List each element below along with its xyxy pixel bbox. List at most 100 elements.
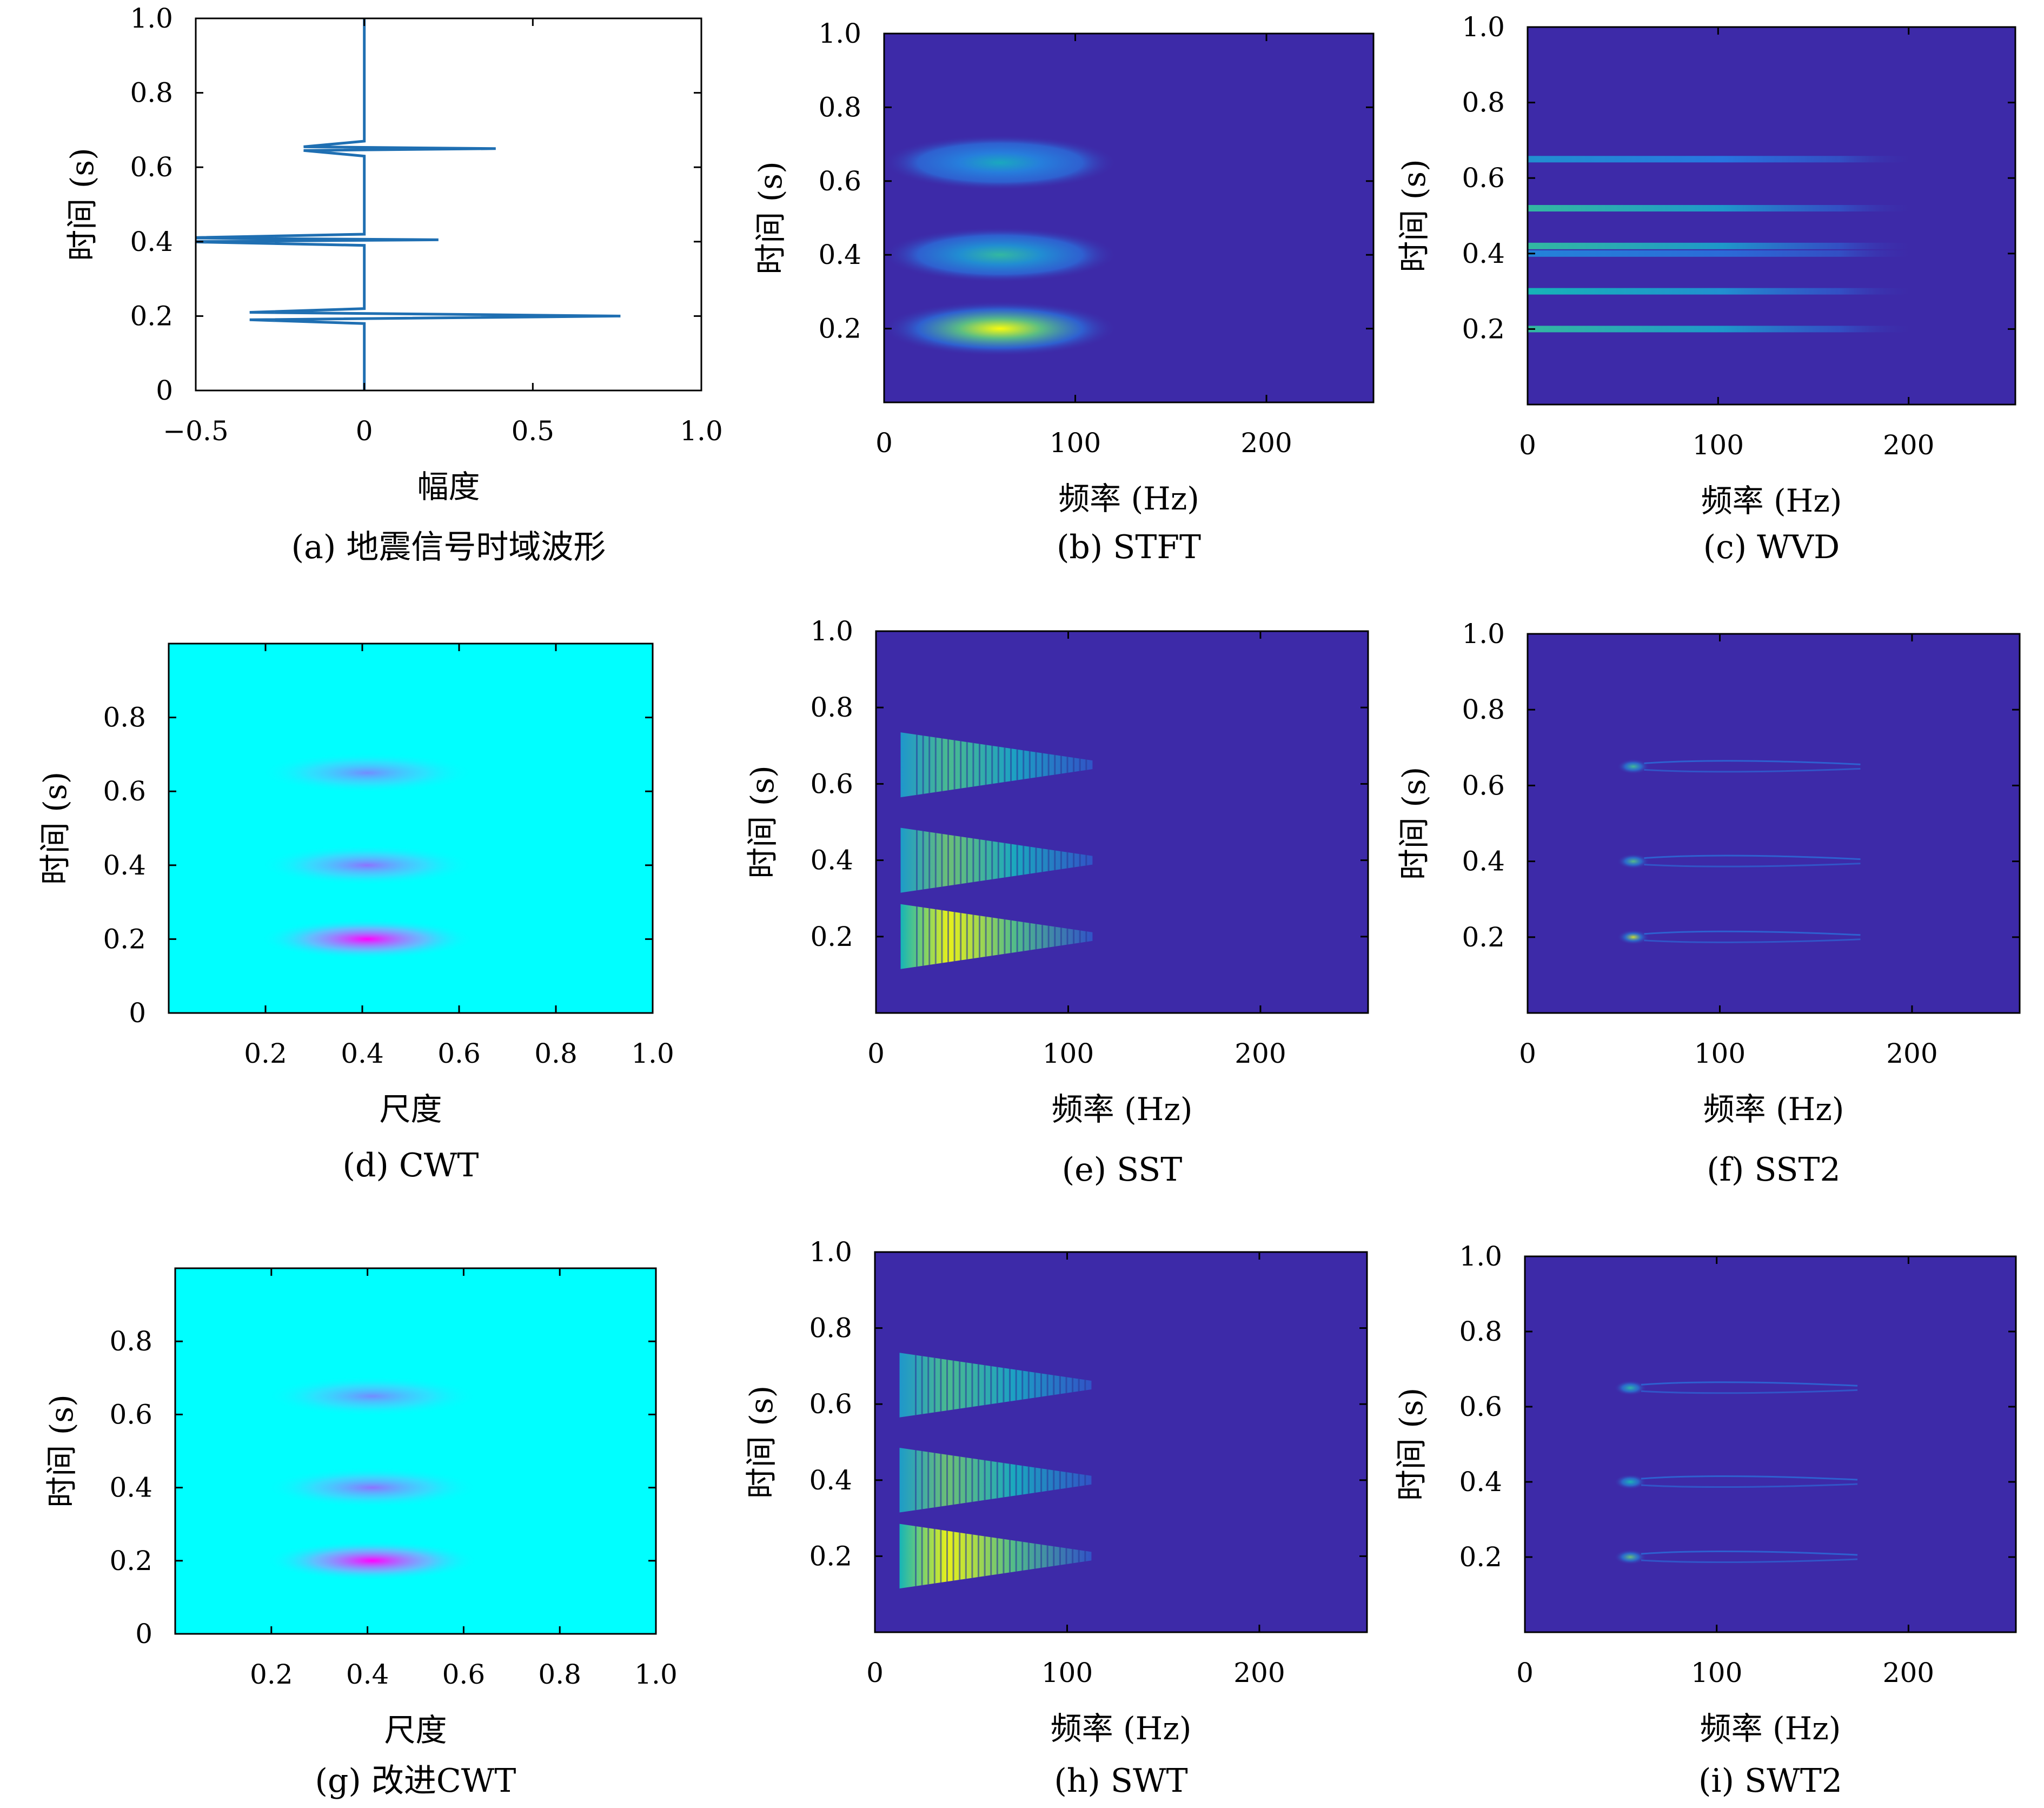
x-axis-label: 频率 (Hz) xyxy=(1051,1710,1192,1747)
x-tick-label: 200 xyxy=(1240,427,1292,459)
y-tick-label: 1.0 xyxy=(809,1236,852,1268)
energy-blob-2 xyxy=(266,1376,479,1416)
plot-background xyxy=(196,18,701,390)
x-tick-label: 100 xyxy=(1694,1038,1746,1069)
x-axis-label: 尺度 xyxy=(379,1091,442,1128)
x-tick-label: 200 xyxy=(1235,1038,1286,1069)
y-tick-label: 0.2 xyxy=(818,313,861,345)
panel-caption: (f) SST2 xyxy=(1707,1151,1840,1189)
y-tick-label: 1.0 xyxy=(1459,1241,1502,1272)
y-tick-label: 0.2 xyxy=(809,1540,852,1572)
x-axis-label: 频率 (Hz) xyxy=(1701,482,1842,519)
y-tick-label: 1.0 xyxy=(130,3,173,34)
y-tick-label: 0 xyxy=(135,1618,152,1650)
y-tick-label: 0.4 xyxy=(130,226,173,257)
plot-area-e xyxy=(876,631,1368,1013)
x-tick-label: 200 xyxy=(1886,1038,1937,1069)
plot-area-h xyxy=(875,1252,1367,1632)
energy-point-0 xyxy=(1614,1549,1647,1565)
y-tick-label: 0.4 xyxy=(1462,238,1505,269)
interference-line-1 xyxy=(1528,288,1918,295)
x-tick-label: 0.2 xyxy=(250,1659,293,1690)
energy-point-0 xyxy=(1617,929,1650,945)
panel-caption: (h) SWT xyxy=(1054,1762,1187,1800)
chart-panel-c: 0 100 200 0.2 0.4 0.6 0.8 1.0 频率 (Hz) 时间 (s) (c) W… xyxy=(1396,11,2016,566)
axes-frame xyxy=(883,32,1375,403)
x-axis-label: 幅度 xyxy=(417,468,480,505)
energy-blob-1 xyxy=(266,1467,479,1508)
y-tick-label: 0.6 xyxy=(130,151,173,183)
energy-blob-0 xyxy=(884,301,1118,356)
y-axis-label: 时间 (s) xyxy=(43,1394,80,1507)
y-tick-label: 0.2 xyxy=(1462,922,1505,953)
interference-line-2 xyxy=(1528,250,1918,257)
y-tick-label: 0.8 xyxy=(1462,694,1505,725)
y-tick-label: 0 xyxy=(156,375,173,406)
y-tick-label: 0.8 xyxy=(1462,87,1505,118)
energy-blob-0 xyxy=(266,1540,479,1581)
energy-point-2 xyxy=(1617,759,1650,774)
x-tick-label: 1.0 xyxy=(680,415,723,447)
y-tick-label: 0.6 xyxy=(818,165,861,197)
y-tick-label: 0.2 xyxy=(1462,313,1505,345)
y-axis-label: 时间 (s) xyxy=(37,772,74,885)
plot-area-f xyxy=(1528,634,2020,1013)
axes-frame xyxy=(1527,633,2021,1014)
y-tick-label: 0.6 xyxy=(810,768,853,799)
y-tick-label: 0.4 xyxy=(1459,1466,1502,1498)
axes-frame xyxy=(875,630,1369,1014)
y-tick-label: 0.8 xyxy=(130,77,173,109)
panel-caption: (e) SST xyxy=(1062,1151,1183,1189)
y-tick-label: 0.4 xyxy=(810,845,853,876)
x-tick-label: 100 xyxy=(1043,1038,1094,1069)
x-tick-label: 0 xyxy=(875,427,893,459)
chart-panel-g: 0.2 0.4 0.6 0.8 1.0 0 0.2 0.4 0.6 0.8 尺度 时间 (s) (g) … xyxy=(43,1267,678,1800)
energy-blob-1 xyxy=(884,227,1118,283)
plot-area-g xyxy=(175,1268,656,1634)
chart-panel-b: 0 100 200 0.2 0.4 0.6 0.8 1.0 频率 (Hz) 时间 (s) (b) S… xyxy=(752,18,1375,566)
heatmap-background xyxy=(1525,1256,2016,1632)
x-tick-label: 0 xyxy=(1519,1038,1536,1069)
axes-frame xyxy=(1524,1255,2017,1633)
y-axis-label: 时间 (s) xyxy=(744,765,781,878)
heatmap-background xyxy=(1528,27,2015,405)
x-tick-label: 1.0 xyxy=(631,1038,674,1069)
energy-blob-0 xyxy=(261,918,474,959)
y-tick-label: 1.0 xyxy=(818,18,861,49)
chart-panel-f: 0 100 200 0.2 0.4 0.6 0.8 1.0 频率 (Hz) 时间 (s) (f) S… xyxy=(1396,618,2021,1189)
energy-blob-2 xyxy=(884,135,1118,190)
interference-line-5 xyxy=(1528,156,1918,163)
panel-caption: (d) CWT xyxy=(343,1147,479,1184)
y-tick-label: 0.6 xyxy=(1462,162,1505,194)
x-tick-label: 100 xyxy=(1693,429,1744,461)
x-tick-label: 0 xyxy=(1519,429,1536,461)
x-axis-label: 频率 (Hz) xyxy=(1700,1710,1841,1747)
panel-caption: (g) 改进CWT xyxy=(315,1762,516,1800)
chart-panel-h: 0 100 200 0.2 0.4 0.6 0.8 1.0 频率 (Hz) 时间 (s) (h) S… xyxy=(743,1236,1368,1800)
y-tick-label: 0.4 xyxy=(809,1465,852,1496)
axes-frame xyxy=(174,1267,657,1635)
interference-line-3 xyxy=(1528,242,1918,249)
x-axis-label: 频率 (Hz) xyxy=(1052,1091,1193,1128)
y-tick-label: 0.6 xyxy=(1459,1391,1502,1422)
series-line xyxy=(196,18,621,390)
y-tick-label: 0.2 xyxy=(109,1545,152,1577)
axes-frame xyxy=(168,643,654,1014)
x-tick-label: 1.0 xyxy=(634,1659,678,1690)
y-axis-label: 时间 (s) xyxy=(64,148,101,261)
energy-point-2 xyxy=(1614,1380,1647,1396)
y-axis-label: 时间 (s) xyxy=(752,161,789,274)
x-tick-label: 0.5 xyxy=(512,415,555,447)
panel-caption: (b) STFT xyxy=(1057,528,1201,566)
x-tick-label: 0.4 xyxy=(346,1659,389,1690)
panel-caption: (c) WVD xyxy=(1703,528,1840,566)
x-tick-label: 100 xyxy=(1691,1657,1742,1688)
chart-panel-d: 0.2 0.4 0.6 0.8 1.0 0 0.2 0.4 0.6 0.8 尺度 时间 (s) (d) … xyxy=(37,643,674,1184)
energy-point-1 xyxy=(1617,853,1650,869)
heatmap-background xyxy=(1528,634,2020,1013)
y-tick-label: 0.2 xyxy=(103,923,146,955)
x-tick-label: 0.6 xyxy=(437,1038,481,1069)
plot-area-a xyxy=(196,18,701,390)
y-tick-label: 0.4 xyxy=(103,850,146,881)
